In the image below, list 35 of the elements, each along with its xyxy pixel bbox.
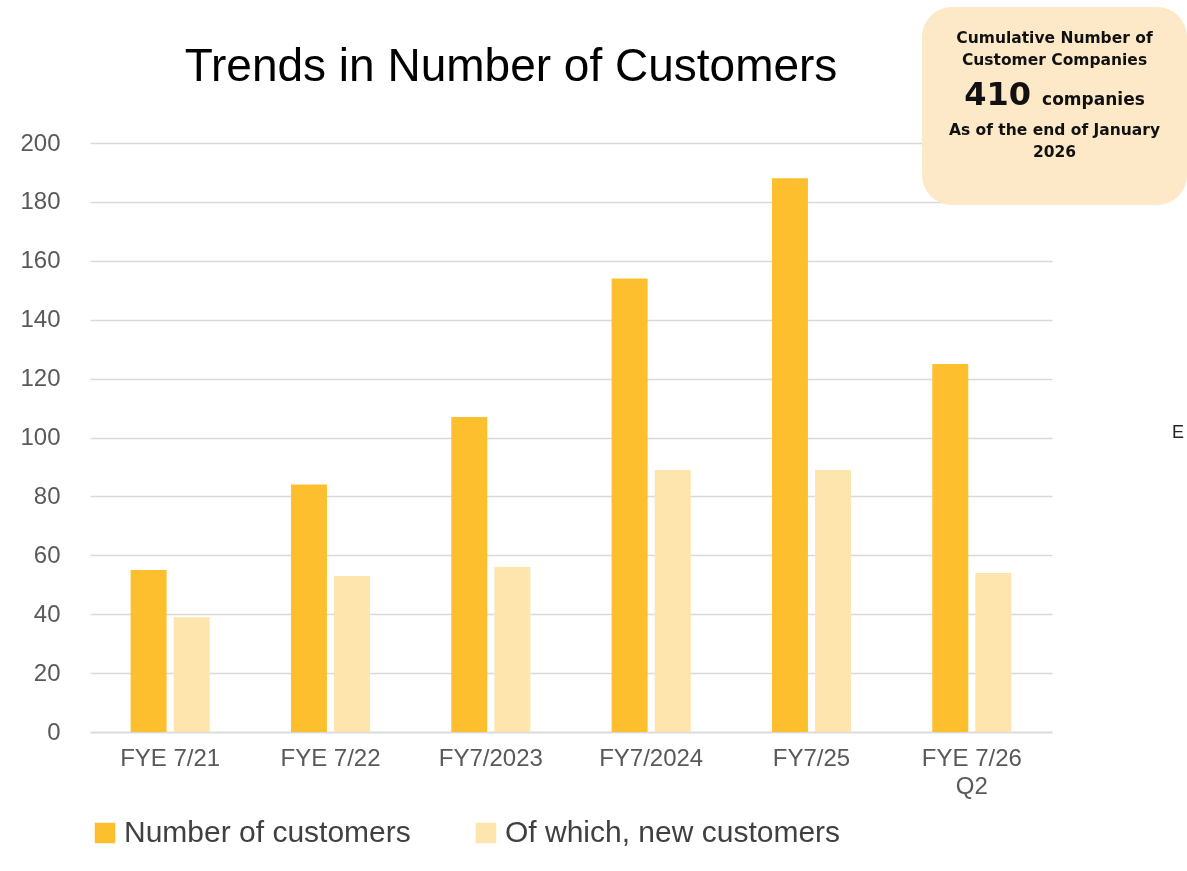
x-tick-label: FY7/2023 (438, 743, 543, 771)
bar (173, 617, 210, 732)
y-tick-label: 20 (33, 658, 61, 686)
x-tick-label: FY7/2024 (599, 743, 704, 771)
bar (654, 469, 691, 732)
x-tick-label: FYE 7/22 (280, 743, 381, 771)
bar (815, 469, 852, 732)
bar (932, 363, 969, 732)
legend-label: Number of customers (124, 815, 411, 848)
text: E (1172, 422, 1185, 443)
y-tick-label: 100 (20, 423, 61, 450)
y-tick-label: 200 (20, 128, 61, 156)
y-tick-label: 160 (20, 246, 61, 274)
legend-label: Of which, new customers (505, 815, 841, 848)
bar (611, 278, 648, 732)
bar (771, 178, 808, 732)
y-tick-label: 40 (33, 599, 61, 627)
x-tick-label: FYE 7/21 (120, 743, 221, 771)
y-tick-label: 80 (33, 481, 61, 509)
bar (130, 570, 167, 732)
bar (334, 575, 371, 732)
bar (494, 567, 531, 732)
y-tick-label: 0 (47, 717, 61, 745)
x-tick-label: FYE 7/26 Q2 (921, 743, 1022, 799)
chart-title: Trends in Number of Customers (184, 39, 838, 91)
annotation: As of the end of January 2026 (947, 120, 1162, 163)
x-tick-label: FY7/25 (772, 743, 851, 771)
bar (975, 572, 1012, 732)
bar (451, 416, 488, 732)
y-tick-label: 180 (20, 187, 61, 215)
y-tick-label: 140 (20, 305, 61, 333)
y-tick-label: 60 (33, 540, 61, 568)
callout-box: Cumulative Number of Customer Companies 410 companies As of the end of January 2026 (922, 7, 1187, 205)
bar (290, 484, 327, 732)
y-tick-label: 120 (20, 364, 61, 392)
